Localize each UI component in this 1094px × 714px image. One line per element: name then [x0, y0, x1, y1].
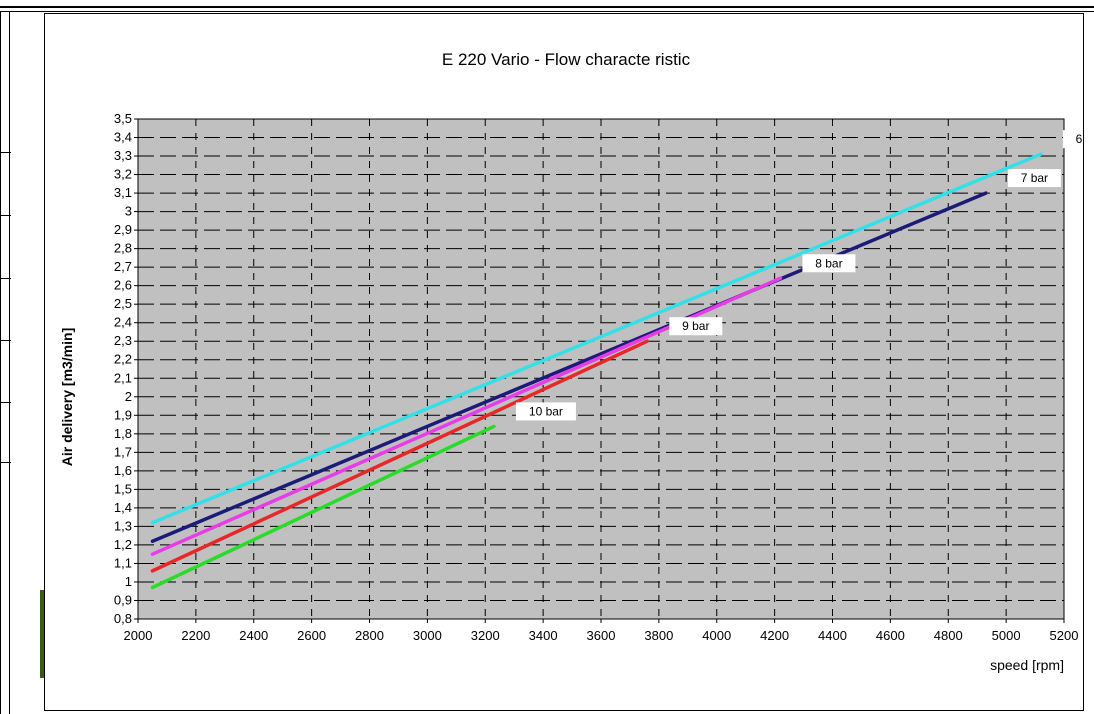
left-table-row-line	[0, 215, 11, 216]
y-tick-label: 1,6	[114, 463, 132, 478]
x-tick-label: 4600	[876, 628, 905, 643]
y-tick-label: 1,5	[114, 481, 132, 496]
left-table-row-line	[0, 152, 11, 153]
y-axis-label: Air delivery [m3/min]	[59, 328, 75, 467]
y-tick-label: 2,2	[114, 352, 132, 367]
x-tick-label: 2200	[181, 628, 210, 643]
x-tick-label: 2800	[355, 628, 384, 643]
x-tick-label: 2600	[297, 628, 326, 643]
y-tick-label: 3,5	[114, 111, 132, 126]
y-tick-label: 2	[125, 389, 132, 404]
y-tick-label: 2,6	[114, 278, 132, 293]
x-tick-label: 5000	[992, 628, 1021, 643]
y-tick-label: 2,3	[114, 333, 132, 348]
left-table-row-line	[0, 462, 11, 463]
series-label-box	[1062, 130, 1083, 149]
x-tick-label: 4400	[818, 628, 847, 643]
series-line	[150, 152, 1043, 525]
top-border-line	[0, 6, 1094, 8]
y-tick-label: 3,3	[114, 148, 132, 163]
x-tick-label: 4200	[760, 628, 789, 643]
left-table-column	[0, 12, 10, 714]
flow-characteristic-chart: E 220 Vario - Flow characte ristic Air d…	[59, 50, 1083, 673]
y-tick-label: 1,2	[114, 537, 132, 552]
series-label: 9 bar	[682, 319, 709, 333]
green-side-bar	[40, 590, 45, 678]
x-tick-label: 3600	[587, 628, 616, 643]
plot-area	[137, 118, 1065, 620]
y-tick-label: 1,9	[114, 407, 132, 422]
y-tick-label: 2,8	[114, 241, 132, 256]
y-tick-label: 3,4	[114, 130, 132, 145]
y-tick-label: 1,4	[114, 500, 132, 515]
series-label: 8 bar	[815, 256, 842, 270]
y-tick-label: 2,4	[114, 315, 132, 330]
x-tick-label: 4800	[934, 628, 963, 643]
y-tick-label: 3	[125, 204, 132, 219]
series-line	[150, 191, 988, 543]
y-tick-label: 1	[125, 574, 132, 589]
series-label-box	[669, 317, 723, 336]
x-tick-label: 3800	[644, 628, 673, 643]
x-tick-label: 3200	[471, 628, 500, 643]
series-label: 7 bar	[1021, 171, 1048, 185]
y-tick-label: 0,9	[114, 592, 132, 607]
x-axis-label: speed [rpm]	[990, 657, 1064, 673]
y-tick-label: 1,3	[114, 518, 132, 533]
y-tick-label: 2,1	[114, 370, 132, 385]
y-tick-label: 1,1	[114, 555, 132, 570]
y-tick-label: 1,7	[114, 444, 132, 459]
series-label-box	[802, 254, 856, 273]
series-label: 6 bar	[1076, 132, 1083, 146]
x-tick-label: 4000	[702, 628, 731, 643]
y-tick-label: 1,8	[114, 426, 132, 441]
left-table-row-line	[0, 340, 11, 341]
left-table-row-line	[0, 402, 11, 403]
x-tick-label: 3400	[529, 628, 558, 643]
y-tick-label: 3,1	[114, 185, 132, 200]
y-tick-label: 0,8	[114, 611, 132, 626]
x-tick-label: 3000	[413, 628, 442, 643]
left-table-row-line	[0, 278, 11, 279]
y-tick-label: 2,9	[114, 222, 132, 237]
chart-title: E 220 Vario - Flow characte ristic	[442, 50, 691, 69]
series-label: 10 bar	[529, 404, 563, 418]
y-tick-label: 3,2	[114, 167, 132, 182]
series-line	[150, 339, 650, 573]
y-tick-label: 2,7	[114, 259, 132, 274]
y-tick-label: 2,5	[114, 296, 132, 311]
x-tick-label: 5200	[1050, 628, 1079, 643]
series-label-box	[1007, 169, 1061, 188]
chart-frame: E 220 Vario - Flow characte ristic Air d…	[44, 13, 1084, 711]
x-tick-label: 2000	[124, 628, 153, 643]
series-line	[150, 424, 496, 590]
x-tick-label: 2400	[239, 628, 268, 643]
top-border-line-thin	[0, 11, 1094, 12]
series-label-box	[515, 402, 576, 421]
